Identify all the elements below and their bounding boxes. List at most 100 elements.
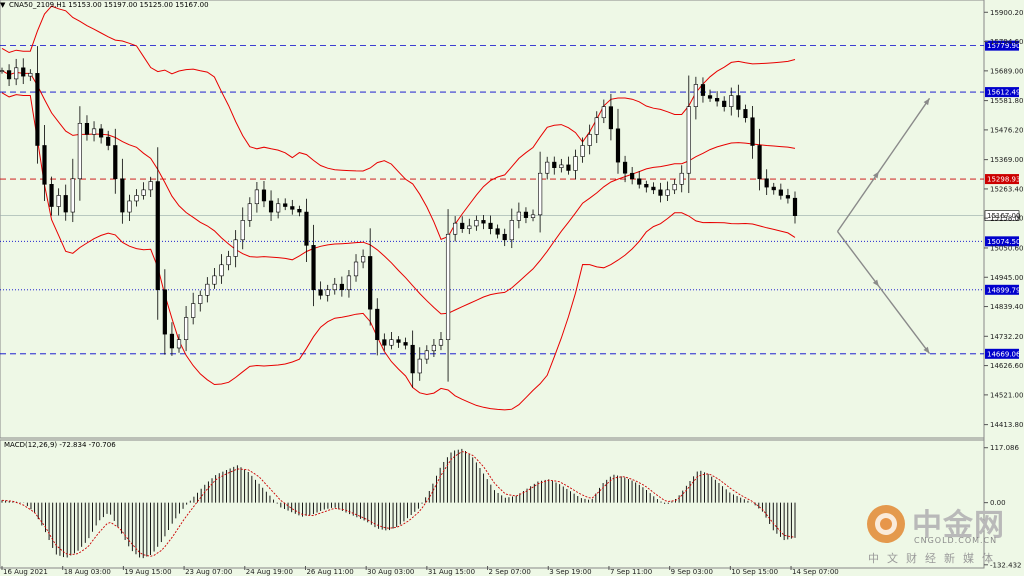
candle-body bbox=[70, 178, 75, 213]
candle-body bbox=[283, 203, 288, 207]
level-label-2: 15298.93 bbox=[987, 176, 1020, 184]
candle-body bbox=[254, 189, 259, 205]
time-tick-label-8: 2 Sep 07:00 bbox=[489, 568, 531, 576]
level-label-3: 15074.50 bbox=[987, 238, 1020, 246]
candle-body bbox=[169, 333, 175, 349]
projection-arrow-1 bbox=[836, 231, 931, 354]
projection-arrowhead-0 bbox=[923, 98, 930, 106]
level-badge-4 bbox=[985, 284, 1019, 295]
candle-body bbox=[785, 195, 791, 199]
candle-body bbox=[637, 178, 642, 185]
candle-body bbox=[198, 294, 203, 304]
candle-body bbox=[233, 239, 238, 257]
time-tick-label-2: 19 Aug 15:00 bbox=[124, 568, 171, 576]
price-tick-label-12: 14626.60 bbox=[990, 362, 1023, 370]
candle-body bbox=[672, 184, 677, 191]
candle-body bbox=[693, 84, 698, 107]
candle-body bbox=[396, 339, 401, 343]
candle-body bbox=[99, 128, 104, 138]
candle-body bbox=[77, 122, 82, 180]
candle-body bbox=[268, 200, 274, 213]
last-price-label: 15167.00 bbox=[987, 212, 1020, 220]
menu-arrow-icon[interactable]: ▼ bbox=[0, 1, 6, 9]
price-tick-label-11: 14732.20 bbox=[990, 333, 1023, 341]
last-price-badge bbox=[984, 210, 1020, 221]
candle-body bbox=[297, 208, 302, 213]
candle-body bbox=[339, 283, 344, 291]
candle-body bbox=[552, 161, 557, 168]
candle-body bbox=[162, 289, 167, 335]
price-tick-label-14: 14413.80 bbox=[990, 421, 1023, 429]
macd-title: MACD(12,26,9) -72.834 -70.706 bbox=[4, 441, 116, 449]
candle-body bbox=[21, 67, 26, 77]
candle-body bbox=[276, 203, 281, 213]
candle-body bbox=[722, 100, 727, 107]
candle-body bbox=[410, 344, 415, 374]
candles bbox=[0, 46, 798, 388]
candle-body bbox=[176, 339, 182, 349]
time-tick-label-12: 10 Sep 15:00 bbox=[731, 568, 778, 576]
price-tick-label-13: 14521.00 bbox=[990, 391, 1023, 399]
candle-body bbox=[35, 73, 40, 146]
candle-body bbox=[84, 122, 90, 135]
price-axis: 15900.20 15794.60 15689.00 15581.80 15476.20… bbox=[984, 9, 1023, 429]
candle-body bbox=[360, 256, 366, 263]
candle-body bbox=[346, 275, 352, 291]
candle-body bbox=[545, 161, 550, 174]
price-tick-label-8: 15050.60 bbox=[990, 244, 1023, 252]
chart-frame bbox=[0, 0, 985, 569]
candle-body bbox=[127, 200, 132, 213]
projection-arrow-0 bbox=[836, 97, 931, 232]
time-tick-label-5: 26 Aug 11:00 bbox=[306, 568, 353, 576]
candle-body bbox=[106, 136, 111, 146]
horizontal-levels: 15779.90 15612.49 15298.93 15074.50 14899.79… bbox=[0, 40, 1021, 359]
time-axis: 16 Aug 2021 18 Aug 03:00 19 Aug 15:00 23 Au… bbox=[1, 566, 839, 576]
candle-body bbox=[445, 233, 451, 340]
price-tick-label-6: 15263.40 bbox=[990, 185, 1023, 193]
candle-body bbox=[573, 156, 578, 171]
time-tick-label-10: 7 Sep 11:00 bbox=[610, 568, 652, 576]
candle-body bbox=[134, 195, 139, 202]
candle-body bbox=[205, 283, 210, 296]
candle-body bbox=[226, 256, 231, 266]
candle-body bbox=[750, 117, 755, 146]
candle-body bbox=[120, 178, 125, 213]
candle-body bbox=[729, 95, 734, 107]
projection-mid-arrowhead-1 bbox=[872, 279, 879, 287]
level-badge-2 bbox=[985, 174, 1019, 185]
candle-body bbox=[318, 289, 323, 296]
time-tick-label-3: 23 Aug 07:00 bbox=[185, 568, 232, 576]
price-tick-label-0: 15900.20 bbox=[990, 9, 1023, 17]
candle-body bbox=[141, 189, 146, 196]
macd-tick-label-1: 0.00 bbox=[990, 499, 1006, 507]
candle-body bbox=[686, 106, 691, 174]
price-tick-label-10: 14839.40 bbox=[990, 303, 1023, 311]
candle-body bbox=[113, 145, 118, 180]
candle-body bbox=[700, 84, 706, 96]
candle-body bbox=[622, 161, 628, 174]
brand-tagline: 中文财经新媒体 bbox=[868, 552, 1001, 565]
candle-body bbox=[219, 264, 224, 277]
candle-body bbox=[155, 181, 160, 291]
price-tick-label-3: 15581.80 bbox=[990, 97, 1023, 105]
candle-body bbox=[792, 197, 798, 216]
candle-body bbox=[665, 189, 670, 196]
brand-domain: CNGOLD.COM.CN bbox=[914, 536, 998, 545]
time-tick-label-7: 31 Aug 15:00 bbox=[428, 568, 475, 576]
level-badge-3 bbox=[985, 236, 1019, 247]
candle-body bbox=[311, 245, 316, 291]
candle-body bbox=[91, 128, 97, 135]
chart-title: CNA50_2109,H1 15153.00 15197.00 15125.00… bbox=[9, 1, 209, 9]
candle-body bbox=[587, 134, 592, 146]
candle-body bbox=[516, 211, 521, 221]
candle-body bbox=[658, 189, 663, 196]
candle-body bbox=[523, 211, 529, 218]
candle-body bbox=[743, 109, 748, 119]
price-tick-label-7: 15158.00 bbox=[990, 215, 1023, 223]
candle-body bbox=[63, 195, 68, 213]
candle-body bbox=[6, 70, 12, 80]
time-tick-label-11: 9 Sep 03:00 bbox=[671, 568, 713, 576]
time-tick-label-9: 3 Sep 19:00 bbox=[549, 568, 591, 576]
candle-body bbox=[431, 344, 437, 352]
